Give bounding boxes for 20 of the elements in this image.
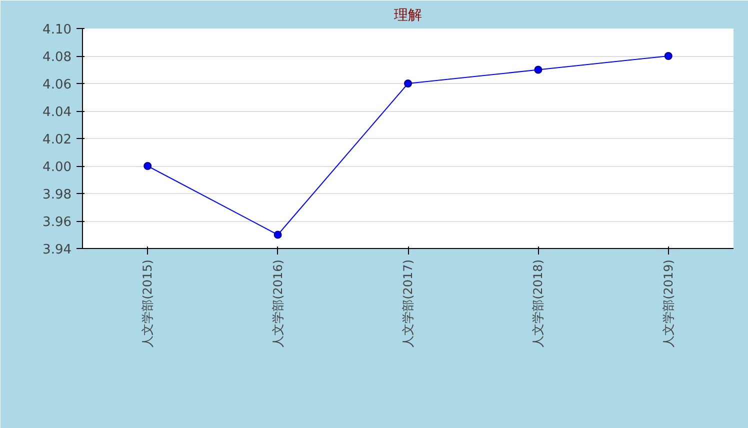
point	[404, 80, 412, 88]
y-tick-label: 3.98	[42, 188, 72, 202]
x-tick-label: 人文学部(2018)	[531, 259, 546, 348]
y-tick-label: 3.96	[42, 215, 72, 230]
chart-title: 理解	[394, 8, 422, 24]
point	[144, 162, 152, 170]
x-tick-label: 人文学部(2019)	[661, 259, 676, 348]
y-tick-label: 4.00	[42, 160, 72, 175]
y-tick-label: 4.06	[42, 78, 72, 92]
y-tick-label: 3.94	[42, 242, 72, 258]
x-tick-label: 人文学部(2017)	[401, 259, 415, 348]
point	[534, 66, 542, 74]
y-tick-label: 4.04	[42, 105, 72, 120]
y-tick-label: 4.08	[42, 50, 72, 65]
x-tick-label: 人文学部(2015)	[140, 259, 155, 348]
y-tick-label: 4.02	[42, 132, 72, 148]
point	[664, 52, 672, 60]
x-tick-label: 人文学部(2016)	[270, 259, 285, 348]
y-tick-label: 4.10	[42, 22, 72, 38]
point	[274, 230, 282, 239]
